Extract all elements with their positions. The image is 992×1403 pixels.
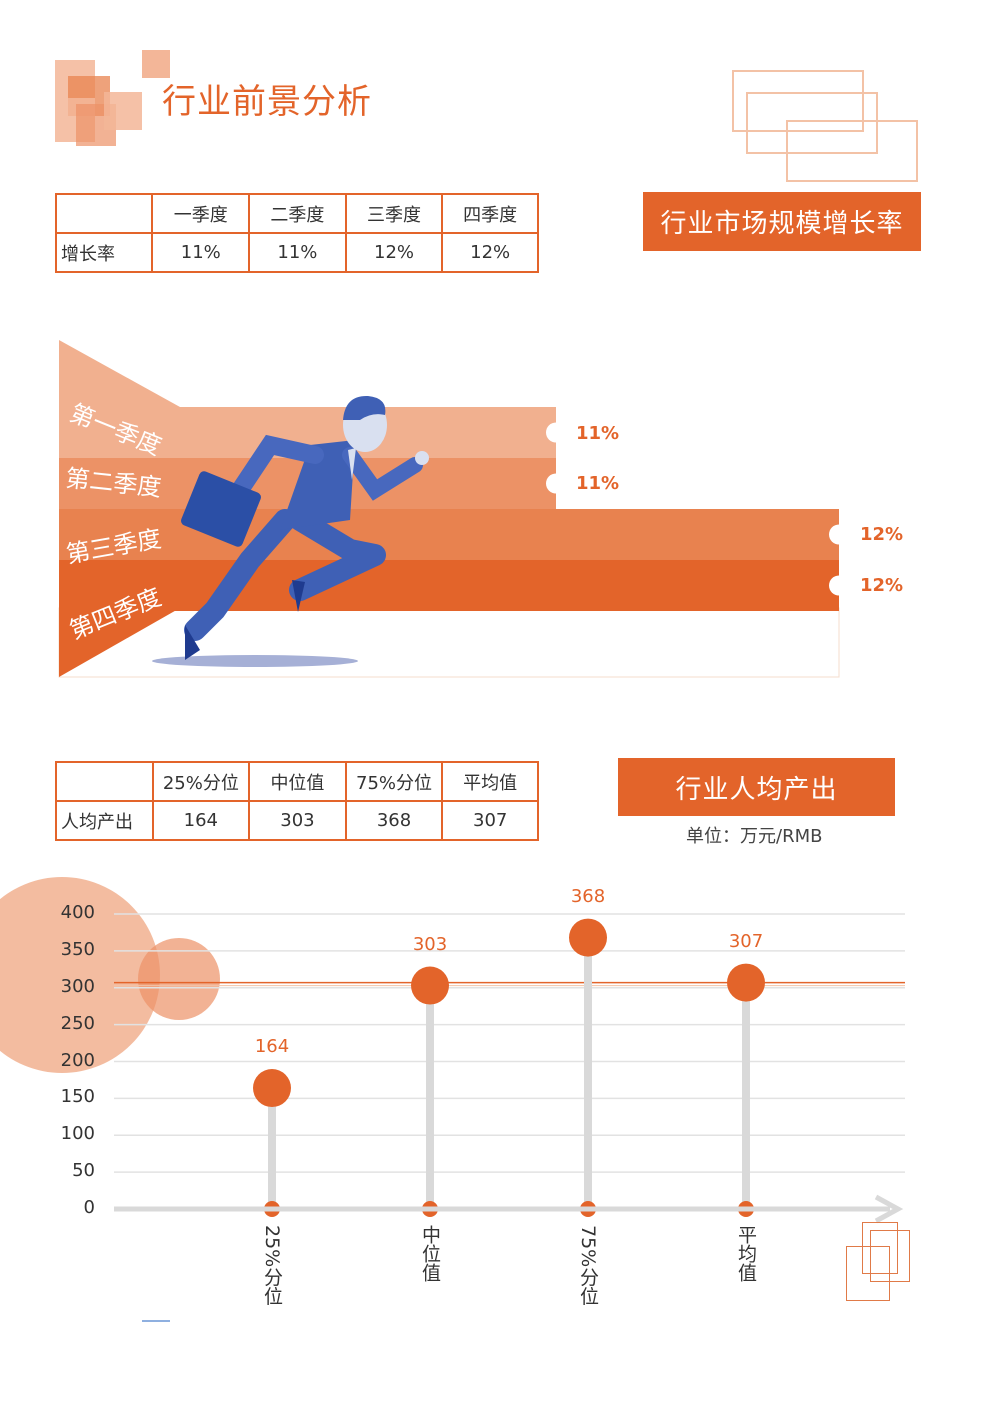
table-header-cell: 25%分位: [151, 761, 251, 802]
y-tick-label: 300: [60, 975, 95, 997]
table-row-label: 增长率: [54, 232, 154, 273]
output-banner: 行业人均产出: [618, 758, 895, 816]
y-tick-label: 0: [83, 1197, 95, 1218]
deco-outline-square: [746, 92, 878, 154]
band-notch: [829, 524, 849, 545]
table-header-cell: 75%分位: [344, 761, 444, 802]
deco-mark: [142, 1320, 170, 1322]
lollipop-point: [569, 918, 607, 957]
deco-outline-square: [732, 70, 864, 132]
deco-circle-small: [138, 938, 220, 1020]
category-label: 25%分位: [260, 1225, 283, 1306]
band-chart-frame: [58, 607, 840, 678]
table-row: 增长率 11% 11% 12% 12%: [54, 232, 539, 273]
table-header-cell: 二季度: [248, 193, 347, 234]
output-table: 25%分位 中位值 75%分位 平均值 人均产出 164 303 368 307: [55, 761, 539, 841]
band-wedge-4: [59, 608, 180, 677]
runner-tie: [348, 448, 356, 480]
quarter-band-chart: [58, 340, 849, 678]
runner-hand: [415, 451, 429, 465]
value-label: 368: [570, 885, 606, 907]
table-cell: 12%: [441, 232, 539, 273]
band-value-2: 11%: [576, 473, 620, 494]
page-title: 行业前景分析: [162, 82, 372, 122]
deco-outline-square: [786, 120, 918, 182]
table-cell: [54, 193, 154, 234]
x-axis-arrow: [874, 1194, 904, 1224]
lollipop-point: [253, 1069, 291, 1108]
y-tick-label: 150: [60, 1086, 95, 1108]
table-cell: 307: [441, 800, 539, 841]
category-label: 平均值: [734, 1225, 757, 1282]
table-header-cell: 平均值: [441, 761, 539, 802]
band-value-1: 11%: [576, 423, 620, 444]
category-label: 75%分位: [576, 1225, 599, 1306]
runner-arm: [231, 434, 324, 499]
table-header-cell: 三季度: [344, 193, 444, 234]
runner-hair: [343, 395, 386, 420]
band-notch: [546, 422, 566, 443]
briefcase-icon: [181, 471, 261, 547]
band-notch: [546, 473, 566, 494]
growth-table: 一季度 二季度 三季度 四季度 增长率 11% 11% 12% 12%: [54, 193, 539, 273]
band-3: [59, 509, 839, 560]
table-cell: 303: [248, 800, 347, 841]
band-value-4: 12%: [860, 575, 904, 596]
table-row: 一季度 二季度 三季度 四季度: [54, 193, 539, 234]
y-tick-label: 100: [60, 1123, 95, 1145]
value-label: 303: [412, 933, 448, 955]
band-value-3: 12%: [860, 524, 904, 545]
runner-shoe: [185, 625, 200, 660]
runner-arm: [342, 447, 423, 501]
band-wedge-1: [59, 340, 180, 407]
deco-outline-square: [870, 1230, 910, 1282]
growth-banner: 行业市场规模增长率: [643, 192, 921, 251]
lollipop-point: [727, 963, 765, 1002]
y-tick-label: 400: [60, 902, 95, 923]
runner-leg: [289, 509, 386, 601]
deco-square: [142, 50, 170, 78]
runner-torso: [280, 440, 355, 530]
table-cell: 368: [344, 800, 444, 841]
y-tick-label: 250: [60, 1012, 95, 1034]
value-label: 307: [728, 930, 764, 952]
runner-illustration: [152, 395, 429, 667]
deco-outline-square: [862, 1222, 898, 1274]
band-4: [59, 560, 839, 611]
y-tick-label: 50: [72, 1160, 95, 1182]
y-tick-label: 350: [60, 938, 95, 960]
table-header-cell: 中位值: [248, 761, 347, 802]
table-row: 人均产出 164 303 368 307: [55, 800, 539, 841]
deco-square: [104, 92, 142, 130]
value-label: 164: [254, 1036, 290, 1058]
table-cell: 11%: [151, 232, 251, 273]
unit-label: 单位：万元/RMB: [686, 826, 823, 847]
output-chart: [0, 877, 905, 1224]
runner-shadow: [152, 655, 358, 667]
runner-leg: [184, 509, 296, 641]
table-header-cell: 一季度: [151, 193, 251, 234]
table-row-label: 人均产出: [55, 800, 154, 841]
table-cell: 12%: [344, 232, 444, 273]
table-header-cell: 四季度: [441, 193, 539, 234]
table-cell: 11%: [248, 232, 347, 273]
category-label: 中位值: [418, 1225, 441, 1282]
table-cell: 164: [151, 800, 251, 841]
band-wedge-2: [59, 407, 180, 458]
lollipop-point: [411, 966, 449, 1005]
band-notch: [829, 575, 849, 596]
runner-shoe: [292, 580, 305, 612]
y-tick-label: 200: [60, 1049, 95, 1071]
table-cell: [55, 761, 154, 802]
table-row: 25%分位 中位值 75%分位 平均值: [55, 761, 539, 802]
